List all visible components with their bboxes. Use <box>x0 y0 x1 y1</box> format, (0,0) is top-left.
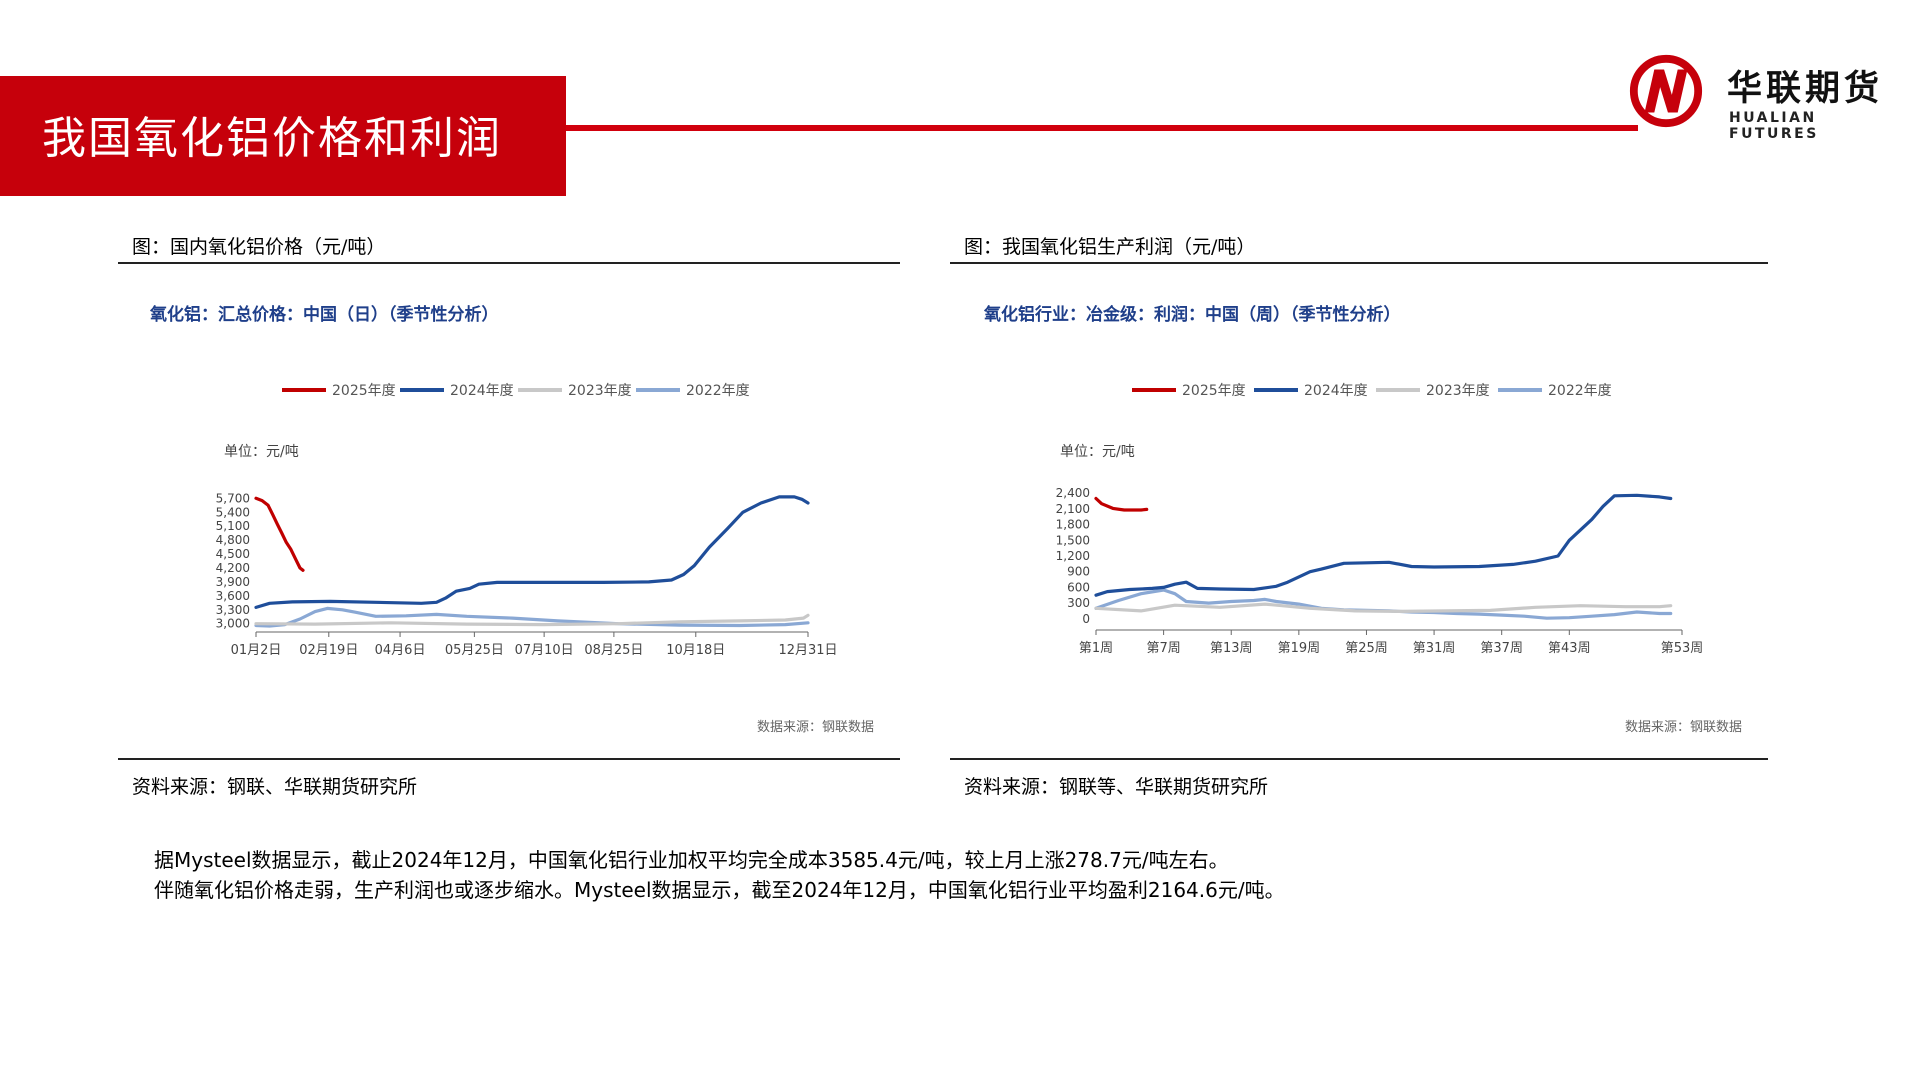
legend-label: 2024年度 <box>450 383 514 399</box>
legend-label: 2023年度 <box>568 383 632 399</box>
y-tick-label: 3,900 <box>216 575 250 589</box>
y-tick-label: 5,100 <box>216 519 250 533</box>
legend-label: 2024年度 <box>1304 383 1368 399</box>
y-tick-label: 3,000 <box>216 617 250 631</box>
y-tick-label: 0 <box>1082 612 1090 626</box>
x-tick-label: 05月25日 <box>445 643 504 658</box>
x-tick-label: 第43周 <box>1548 641 1591 656</box>
x-tick-label: 08月25日 <box>584 643 643 658</box>
panel-source: 资料来源：钢联、华联期货研究所 <box>132 776 418 798</box>
panel-source: 资料来源：钢联等、华联期货研究所 <box>964 776 1269 798</box>
source-note: 数据来源：钢联数据 <box>1625 720 1742 735</box>
series-line <box>254 613 810 627</box>
profit-chart-panel: 图：我国氧化铝生产利润（元/吨） 氧化铝行业：冶金级：利润：中国（周）（季节性分… <box>950 224 1768 804</box>
x-tick-label: 第1周 <box>1079 641 1113 656</box>
unit-label: 单位：元/吨 <box>224 444 299 460</box>
series-line <box>1094 602 1673 613</box>
unit-label: 单位：元/吨 <box>1060 444 1135 460</box>
y-tick-label: 3,600 <box>216 589 250 603</box>
panel-caption: 图：国内氧化铝价格（元/吨） <box>132 236 386 258</box>
y-tick-label: 4,200 <box>216 561 250 575</box>
y-tick-label: 2,100 <box>1056 502 1090 516</box>
x-tick-label: 07月10日 <box>515 643 574 658</box>
legend-label: 2023年度 <box>1426 383 1490 399</box>
x-tick-label: 第13周 <box>1210 641 1253 656</box>
x-tick-label: 第37周 <box>1480 641 1523 656</box>
y-tick-label: 1,200 <box>1056 549 1090 563</box>
source-rule <box>950 758 1768 760</box>
x-tick-label: 10月18日 <box>666 643 725 658</box>
series-line <box>254 495 810 609</box>
page-title: 我国氧化铝价格和利润 <box>42 113 502 164</box>
y-tick-label: 5,700 <box>216 491 250 505</box>
price-chart-panel: 图：国内氧化铝价格（元/吨） 氧化铝：汇总价格：中国（日）（季节性分析） 2025… <box>118 224 900 804</box>
x-tick-label: 第19周 <box>1278 641 1321 656</box>
y-tick-label: 4,800 <box>216 533 250 547</box>
series-line <box>1094 496 1149 512</box>
y-tick-label: 600 <box>1067 580 1090 594</box>
caption-rule <box>118 262 900 264</box>
caption-rule <box>950 262 1768 264</box>
series-line <box>254 606 810 628</box>
x-tick-label: 第31周 <box>1413 641 1456 656</box>
profit-chart: 氧化铝行业：冶金级：利润：中国（周）（季节性分析） 2025年度 2024年度 202… <box>983 304 1742 735</box>
x-tick-label: 第53周 <box>1661 641 1704 656</box>
x-tick-label: 01月2日 <box>231 643 282 658</box>
y-tick-label: 1,800 <box>1056 518 1090 532</box>
y-tick-label: 5,400 <box>216 505 250 519</box>
logo-chinese-name: 华联期货 <box>1727 69 1884 109</box>
x-tick-label: 第25周 <box>1345 641 1388 656</box>
legend-label: 2022年度 <box>686 383 750 399</box>
panel-caption: 图：我国氧化铝生产利润（元/吨） <box>964 236 1256 258</box>
series-line <box>1094 493 1673 597</box>
summary-line: 据Mysteel数据显示，截止2024年12月，中国氧化铝行业加权平均完全成本3… <box>154 848 1229 872</box>
chart-title: 氧化铝：汇总价格：中国（日）（季节性分析） <box>149 304 499 325</box>
title-banner <box>0 76 566 196</box>
y-tick-label: 3,300 <box>216 603 250 617</box>
summary-line: 伴随氧化铝价格走弱，生产利润也或逐步缩水。Mysteel数据显示，截至2024年… <box>154 878 1285 902</box>
chart-title: 氧化铝行业：冶金级：利润：中国（周）（季节性分析） <box>983 304 1401 325</box>
series-line <box>254 496 305 572</box>
price-chart: 氧化铝：汇总价格：中国（日）（季节性分析） 2025年度 2024年度 2023年度 2… <box>149 304 874 735</box>
y-tick-label: 900 <box>1067 565 1090 579</box>
y-tick-label: 4,500 <box>216 547 250 561</box>
legend-label: 2025年度 <box>1182 383 1246 399</box>
y-tick-label: 2,400 <box>1056 486 1090 500</box>
y-tick-label: 300 <box>1067 596 1090 610</box>
legend-label: 2022年度 <box>1548 383 1612 399</box>
legend-label: 2025年度 <box>332 383 396 399</box>
title-rule <box>566 125 1638 131</box>
source-rule <box>118 758 900 760</box>
company-logo: 华联期货 HUALIAN FUTURES <box>1625 50 1905 142</box>
logo-english-name: HUALIAN FUTURES <box>1729 110 1819 142</box>
x-tick-label: 12月31日 <box>778 643 837 658</box>
hualian-logo-icon <box>1629 54 1703 128</box>
y-tick-label: 1,500 <box>1056 533 1090 547</box>
x-tick-label: 04月6日 <box>375 643 426 658</box>
x-tick-label: 第7周 <box>1146 641 1180 656</box>
source-note: 数据来源：钢联数据 <box>757 720 874 735</box>
x-tick-label: 02月19日 <box>299 643 358 658</box>
summary-text: 据Mysteel数据显示，截止2024年12月，中国氧化铝行业加权平均完全成本3… <box>154 845 1285 905</box>
